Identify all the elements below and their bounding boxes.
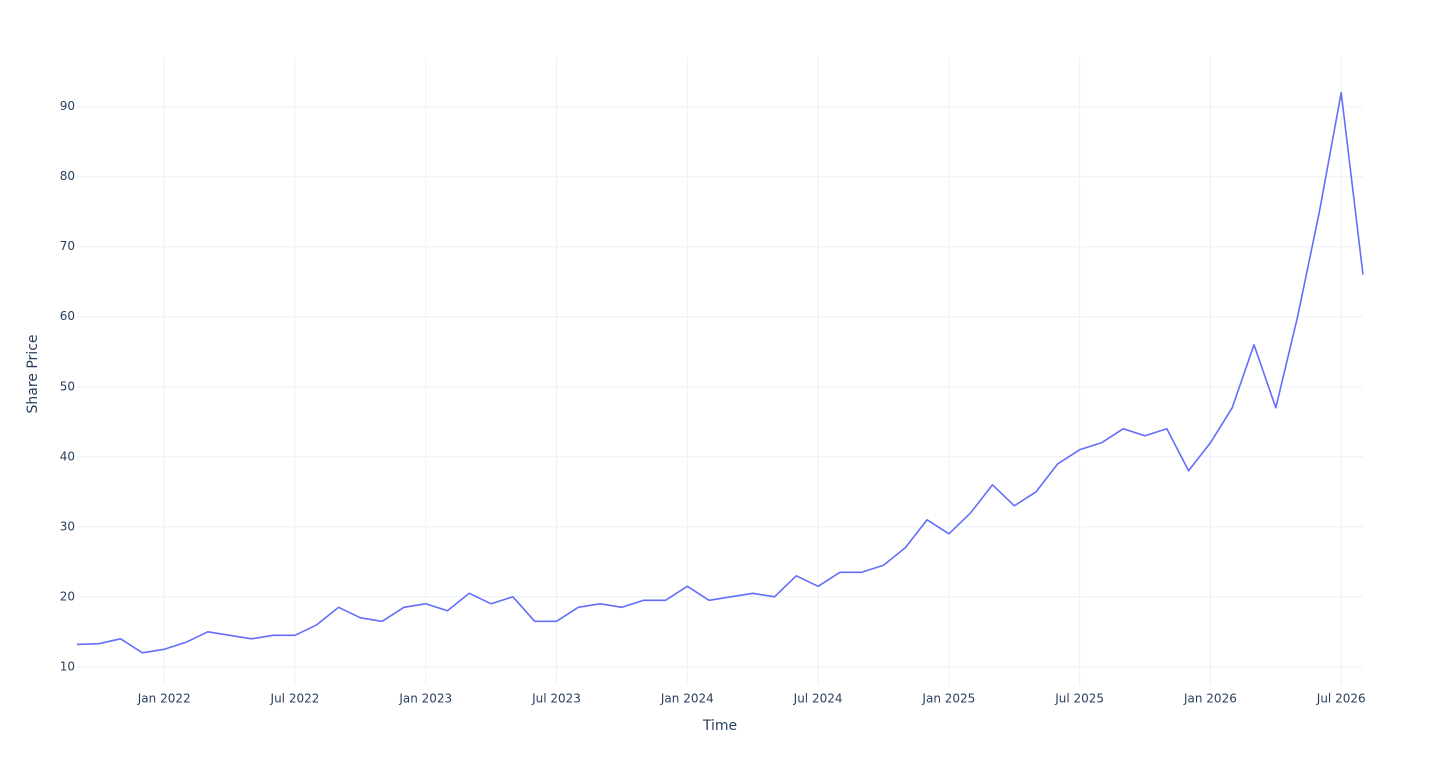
x-tick-label: Jul 2022 xyxy=(270,692,320,706)
y-tick-label: 70 xyxy=(60,239,75,253)
grid xyxy=(77,57,1363,685)
x-axis-title: Time xyxy=(702,718,737,734)
y-tick-label: 80 xyxy=(60,169,75,183)
x-tick-label: Jul 2025 xyxy=(1054,692,1104,706)
y-tick-label: 60 xyxy=(60,309,75,323)
x-tick-label: Jul 2026 xyxy=(1316,692,1366,706)
y-tick-label: 30 xyxy=(60,519,75,533)
y-tick-label: 20 xyxy=(60,589,75,603)
x-tick-label: Jul 2023 xyxy=(531,692,581,706)
x-tick-label: Jan 2023 xyxy=(398,692,452,706)
y-tick-label: 90 xyxy=(60,99,75,113)
y-tick-label: 40 xyxy=(60,449,75,463)
y-tick-label: 10 xyxy=(60,659,75,673)
y-axis-title: Share Price xyxy=(25,334,41,413)
price-line xyxy=(76,91,1364,654)
x-tick-label: Jan 2024 xyxy=(660,692,714,706)
x-tick-label: Jul 2024 xyxy=(793,692,843,706)
x-tick-label: Jan 2026 xyxy=(1183,692,1237,706)
x-tick-label: Jan 2022 xyxy=(137,692,191,706)
x-tick-label: Jan 2025 xyxy=(921,692,975,706)
y-tick-label: 50 xyxy=(60,379,75,393)
